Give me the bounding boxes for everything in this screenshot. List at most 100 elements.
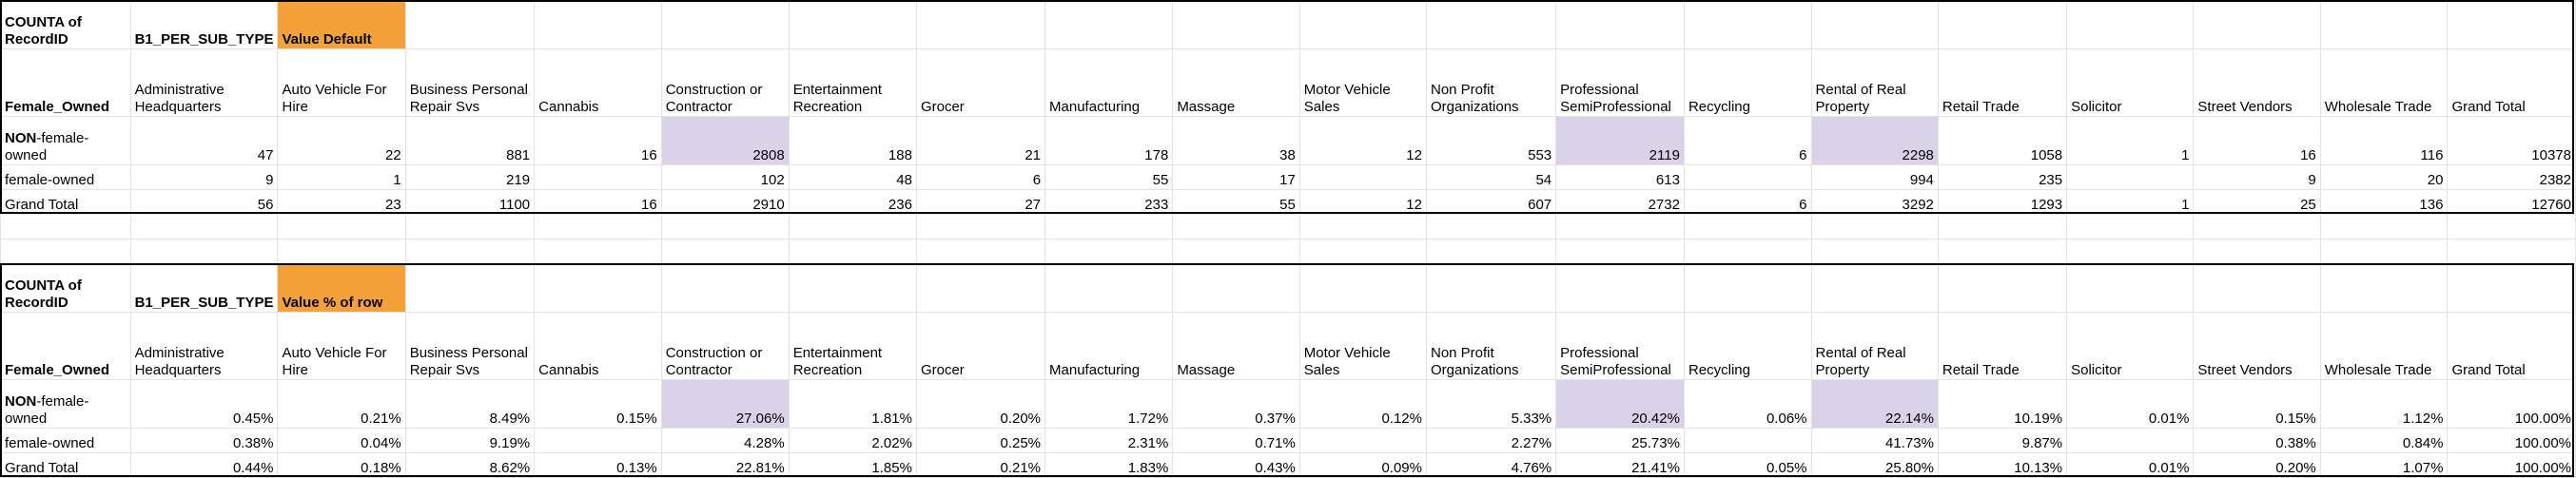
value-cell[interactable]: 0.09% <box>1298 452 1427 478</box>
value-cell[interactable]: 9 <box>2193 164 2321 190</box>
value-cell[interactable]: 12 <box>1298 116 1427 165</box>
empty-cell[interactable] <box>1937 263 2068 313</box>
column-header-cell[interactable]: Administrative Headquarters <box>129 48 279 117</box>
column-header-cell[interactable]: Construction or Contractor <box>660 312 790 380</box>
value-cell[interactable]: 3292 <box>1810 189 1939 215</box>
value-cell[interactable]: 12 <box>1298 189 1427 215</box>
empty-cell[interactable] <box>1172 239 1300 264</box>
value-cell[interactable]: 1293 <box>1937 189 2068 215</box>
column-header-cell[interactable]: Wholesale Trade <box>2319 312 2449 380</box>
value-cell[interactable]: 2382 <box>2447 164 2576 190</box>
column-header-cell[interactable]: Massage <box>1172 48 1300 117</box>
column-header-cell[interactable]: Retail Trade <box>1937 48 2068 117</box>
value-cell[interactable]: 27 <box>915 189 1046 215</box>
empty-cell[interactable] <box>277 214 406 239</box>
empty-cell[interactable] <box>404 263 536 313</box>
empty-cell[interactable] <box>0 214 131 239</box>
empty-cell[interactable] <box>404 214 536 239</box>
value-cell[interactable]: 22.14% <box>1810 379 1939 429</box>
value-cell[interactable]: 8.62% <box>404 452 536 478</box>
value-cell[interactable]: 10.13% <box>1937 452 2068 478</box>
value-cell[interactable] <box>534 428 662 453</box>
value-cell[interactable]: 9.87% <box>1937 428 2068 453</box>
row-label-cell[interactable]: female-owned <box>0 428 131 453</box>
empty-cell[interactable] <box>788 0 917 49</box>
value-cell[interactable]: 0.20% <box>2193 452 2321 478</box>
empty-cell[interactable] <box>1937 0 2068 49</box>
value-cell[interactable]: 21.41% <box>1555 452 1685 478</box>
empty-cell[interactable] <box>2447 263 2576 313</box>
row-label-cell[interactable]: Grand Total <box>0 189 131 215</box>
value-cell[interactable]: 0.21% <box>915 452 1046 478</box>
value-cell[interactable]: 38 <box>1172 116 1300 165</box>
value-cell[interactable]: 2910 <box>660 189 790 215</box>
column-header-cell[interactable]: Rental of Real Property <box>1810 48 1939 117</box>
empty-cell[interactable] <box>915 0 1046 49</box>
column-header-cell[interactable]: Solicitor <box>2066 312 2195 380</box>
value-cell[interactable]: 0.25% <box>915 428 1046 453</box>
value-cell[interactable]: 2.02% <box>788 428 917 453</box>
value-cell[interactable]: 16 <box>534 189 662 215</box>
value-cell[interactable]: 2119 <box>1555 116 1685 165</box>
empty-cell[interactable] <box>1298 214 1427 239</box>
value-cell[interactable]: 0.45% <box>129 379 279 429</box>
value-cell[interactable]: 0.43% <box>1172 452 1300 478</box>
empty-cell[interactable] <box>1810 263 1939 313</box>
column-header-cell[interactable]: Street Vendors <box>2193 312 2321 380</box>
value-cell[interactable]: 613 <box>1555 164 1685 190</box>
column-header-cell[interactable]: Administrative Headquarters <box>129 312 279 380</box>
column-header-cell[interactable]: Motor Vehicle Sales <box>1298 312 1427 380</box>
empty-cell[interactable] <box>1937 239 2068 264</box>
value-cell[interactable]: 1.72% <box>1044 379 1174 429</box>
value-cell[interactable]: 2732 <box>1555 189 1685 215</box>
empty-cell[interactable] <box>277 239 406 264</box>
empty-cell[interactable] <box>1937 214 2068 239</box>
value-cell[interactable] <box>2066 428 2195 453</box>
column-header-cell[interactable]: Manufacturing <box>1044 48 1174 117</box>
value-cell[interactable]: 2808 <box>660 116 790 165</box>
column-header-cell[interactable]: Grocer <box>915 48 1046 117</box>
value-cell[interactable]: 1100 <box>404 189 536 215</box>
value-cell[interactable]: 0.37% <box>1172 379 1300 429</box>
value-cell[interactable]: 0.13% <box>534 452 662 478</box>
empty-cell[interactable] <box>660 0 790 49</box>
value-cell[interactable]: 6 <box>1683 116 1812 165</box>
column-header-cell[interactable]: Auto Vehicle For Hire <box>277 312 406 380</box>
value-cell[interactable]: 9.19% <box>404 428 536 453</box>
value-cell[interactable]: 5.33% <box>1425 379 1557 429</box>
pivot-column-field-label[interactable]: B1_PER_SUB_TYPE <box>129 263 279 313</box>
empty-cell[interactable] <box>2066 239 2195 264</box>
pivot-column-field-label[interactable]: B1_PER_SUB_TYPE <box>129 0 279 49</box>
value-cell[interactable]: 881 <box>404 116 536 165</box>
value-cell[interactable] <box>534 164 662 190</box>
empty-cell[interactable] <box>0 239 131 264</box>
value-cell[interactable]: 0.05% <box>1683 452 1812 478</box>
empty-cell[interactable] <box>2447 214 2576 239</box>
column-header-cell[interactable]: Street Vendors <box>2193 48 2321 117</box>
empty-cell[interactable] <box>1425 0 1557 49</box>
empty-cell[interactable] <box>1172 263 1300 313</box>
empty-cell[interactable] <box>1425 263 1557 313</box>
value-cell[interactable]: 1.07% <box>2319 452 2449 478</box>
value-cell[interactable]: 27.06% <box>660 379 790 429</box>
value-cell[interactable]: 607 <box>1425 189 1557 215</box>
empty-cell[interactable] <box>404 239 536 264</box>
value-cell[interactable]: 116 <box>2319 116 2449 165</box>
empty-cell[interactable] <box>2193 214 2321 239</box>
empty-cell[interactable] <box>1425 239 1557 264</box>
column-header-cell[interactable]: Cannabis <box>534 312 662 380</box>
value-cell[interactable]: 188 <box>788 116 917 165</box>
value-cell[interactable]: 2.27% <box>1425 428 1557 453</box>
empty-cell[interactable] <box>1683 214 1812 239</box>
value-cell[interactable]: 25.80% <box>1810 452 1939 478</box>
empty-cell[interactable] <box>1683 263 1812 313</box>
column-header-cell[interactable]: Rental of Real Property <box>1810 312 1939 380</box>
empty-cell[interactable] <box>2319 239 2449 264</box>
value-cell[interactable]: 100.00% <box>2447 452 2576 478</box>
value-cell[interactable]: 0.12% <box>1298 379 1427 429</box>
empty-cell[interactable] <box>1810 0 1939 49</box>
column-header-cell[interactable]: Business Personal Repair Svs <box>404 312 536 380</box>
column-header-cell[interactable]: Cannabis <box>534 48 662 117</box>
column-header-cell[interactable]: Business Personal Repair Svs <box>404 48 536 117</box>
empty-cell[interactable] <box>1172 214 1300 239</box>
